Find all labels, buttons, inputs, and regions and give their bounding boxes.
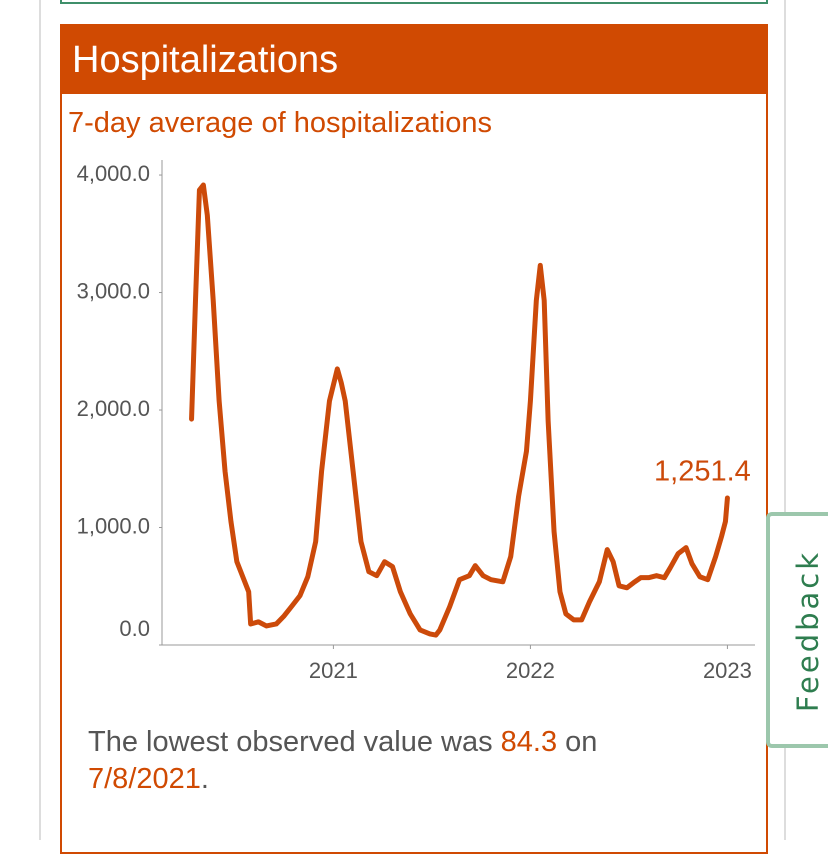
card-title: Hospitalizations [72,39,339,81]
footer-text: The lowest observed value was [88,726,501,758]
y-tick-label: 2,000.0 [77,396,150,421]
x-tick-label: 2022 [506,658,555,683]
column-left-rule [39,0,41,840]
footer-note: The lowest observed value was 84.3 on 7/8… [88,724,688,798]
x-tick-label: 2023 [703,658,752,683]
feedback-label[interactable]: Feedback [791,549,825,713]
y-tick-label: 1,000.0 [77,513,150,538]
y-tick-label: 0.0 [119,616,150,641]
series-line [189,182,730,638]
footer-text: on [557,726,598,758]
chart-subtitle: 7-day average of hospitalizations [68,107,492,139]
footer-value: 84.3 [500,726,558,758]
column-right-rule [784,0,786,840]
y-tick-label: 3,000.0 [77,278,150,303]
footer-text: . [200,763,209,795]
value-label: 1,251.4 [654,456,751,488]
y-tick-label: 4,000.0 [77,161,150,186]
x-tick-label: 2021 [309,658,358,683]
card-header [60,24,768,94]
feedback-tab[interactable]: Feedback [766,512,828,748]
footer-date: 7/8/2021 [88,763,201,795]
previous-card [60,0,768,4]
